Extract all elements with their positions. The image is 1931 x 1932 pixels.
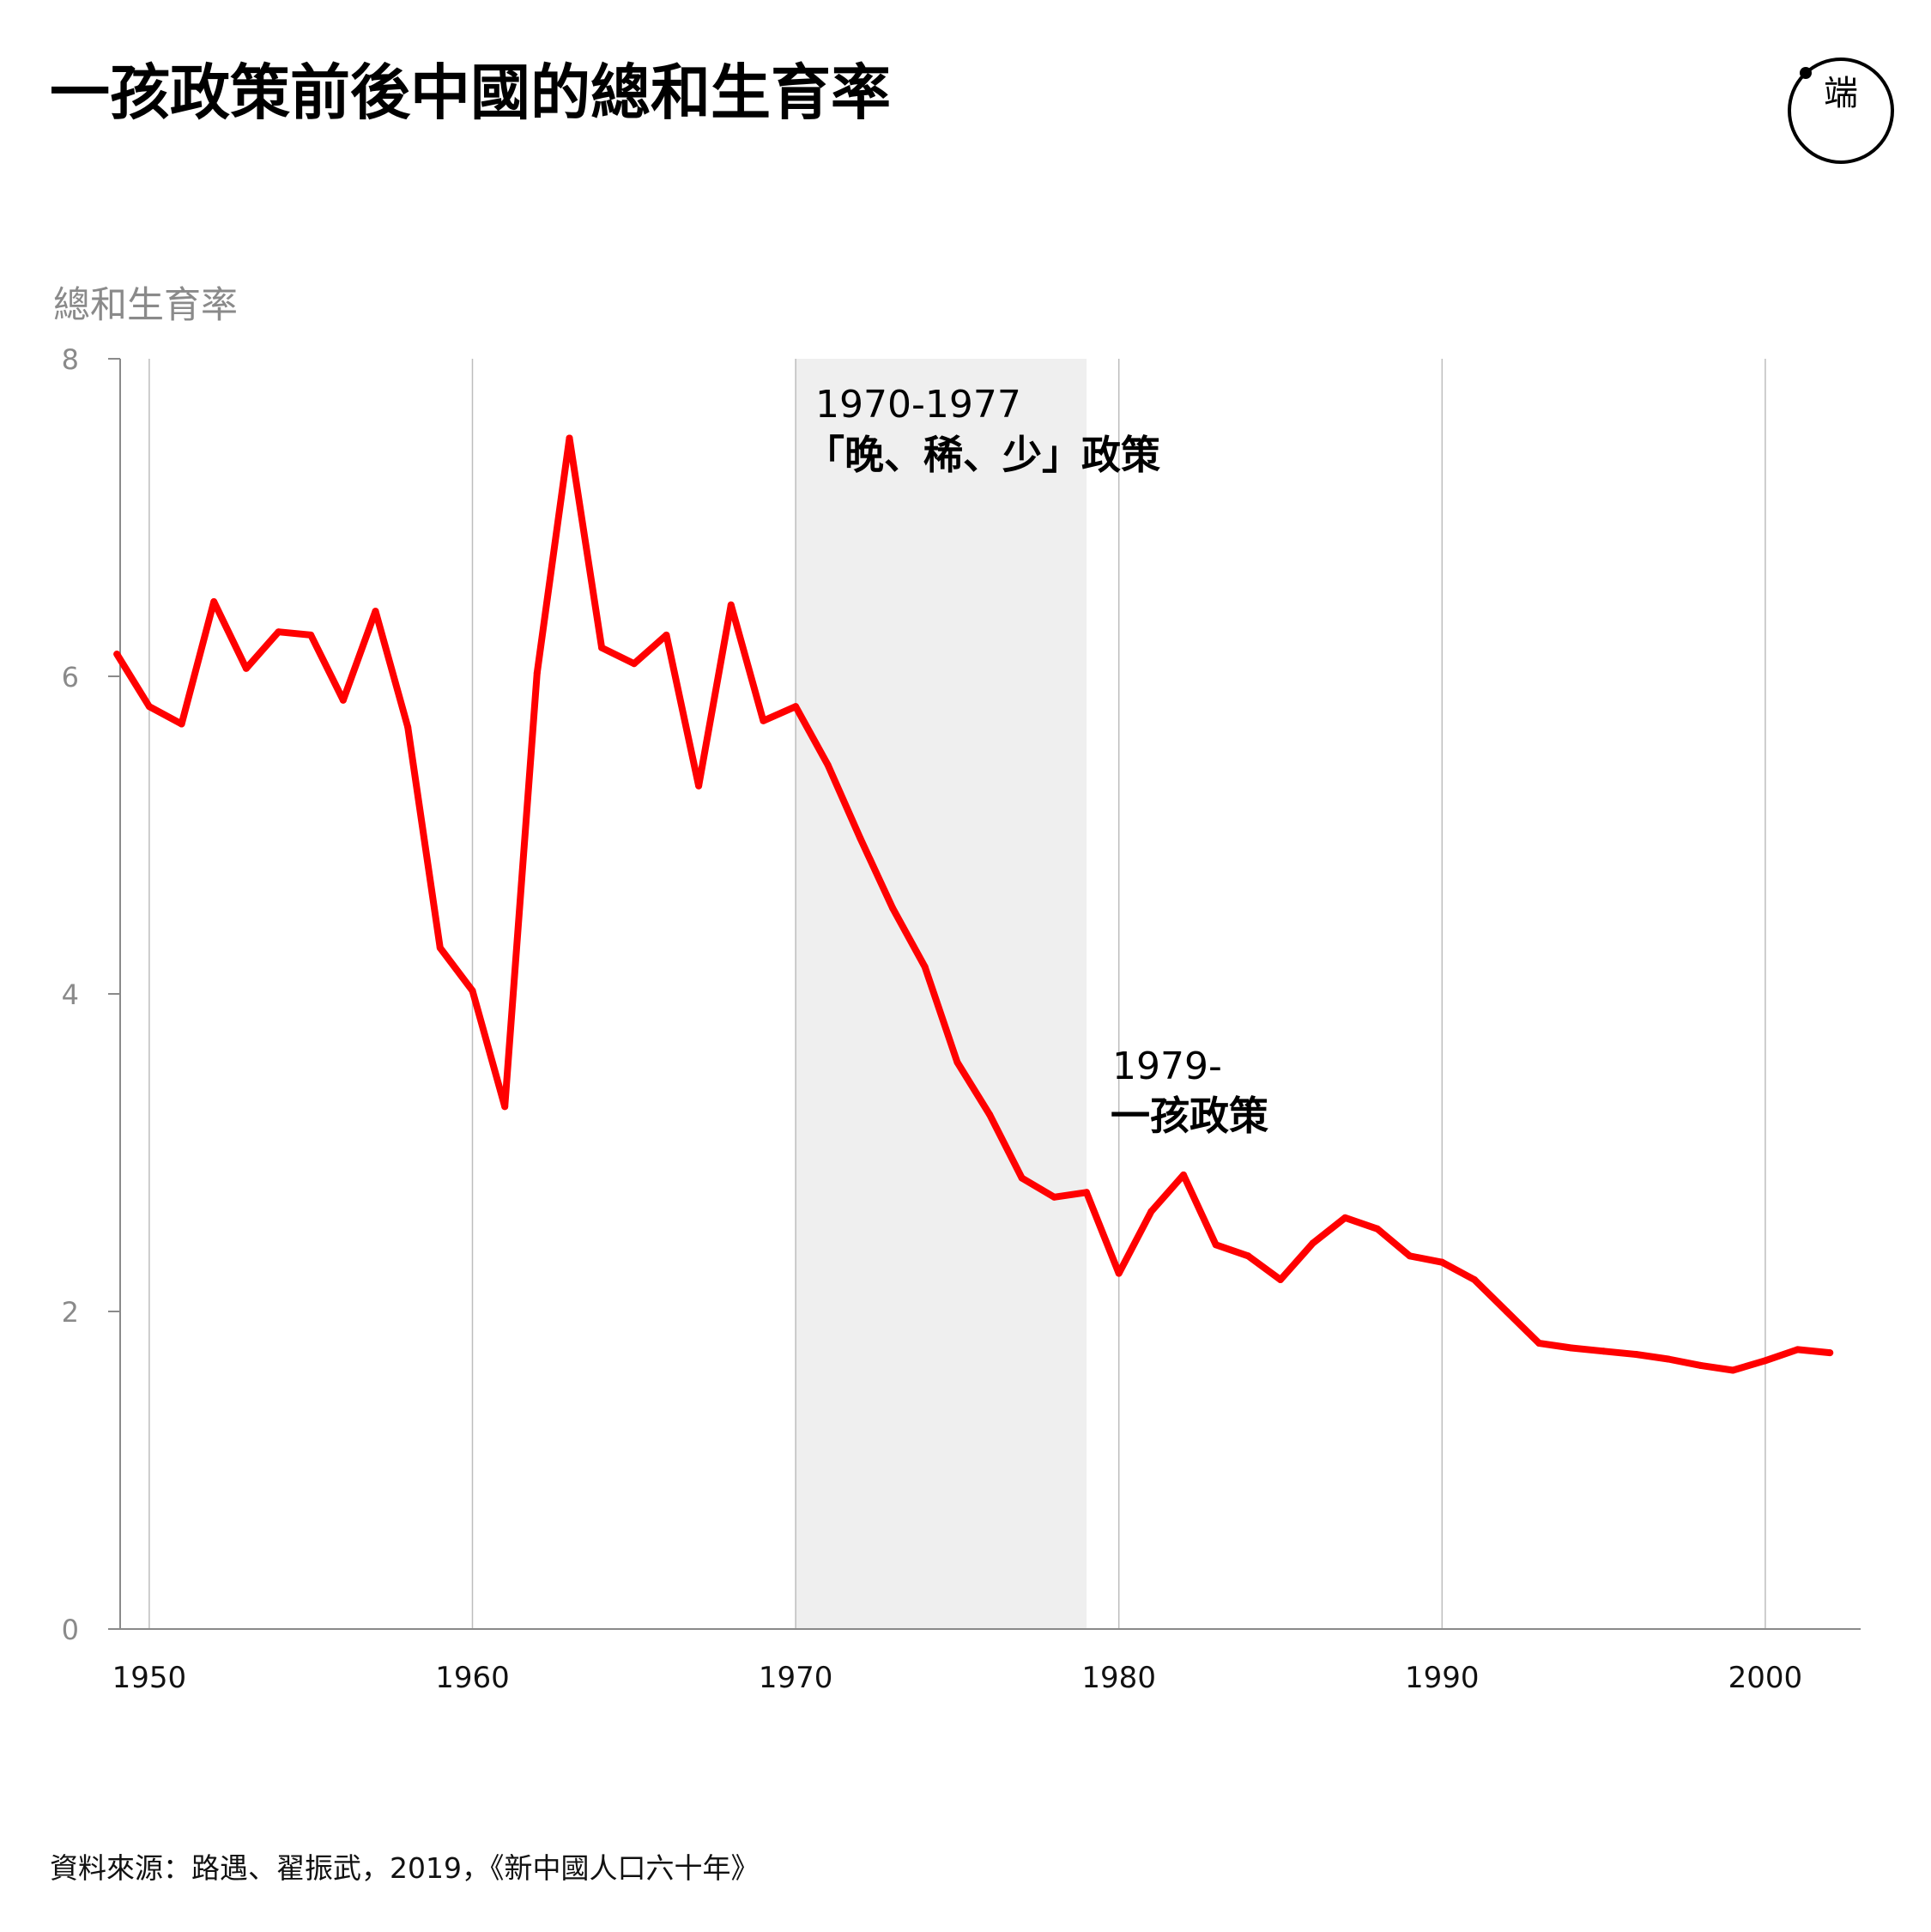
data-point (727, 601, 735, 609)
data-point (1180, 1171, 1188, 1178)
annotation-2-label: 一孩政策 (1111, 1093, 1268, 1139)
data-point (1277, 1276, 1284, 1283)
data-point (1470, 1276, 1478, 1283)
data-point (953, 1058, 961, 1066)
x-tick-label: 1960 (435, 1661, 510, 1695)
y-axis-label: 總和生育率 (53, 284, 238, 327)
data-point (663, 631, 670, 639)
annotation-1-year: 1970-1977 (815, 383, 1021, 427)
data-point (1535, 1340, 1543, 1347)
data-point (1212, 1241, 1220, 1249)
data-point (404, 724, 412, 731)
data-point (501, 1103, 509, 1111)
x-ticks: 1950 1960 1970 1980 1990 2000 (112, 1661, 1803, 1695)
data-point (986, 1111, 994, 1118)
x-tick-label: 2000 (1728, 1661, 1803, 1695)
y-tick-label: 6 (62, 661, 79, 693)
data-point (760, 717, 767, 724)
data-point (307, 631, 315, 639)
data-point (1826, 1349, 1834, 1357)
data-point (1115, 1269, 1123, 1277)
y-tick-label: 4 (62, 978, 79, 1011)
y-ticks: 0 2 4 6 8 (62, 343, 120, 1646)
data-point (469, 987, 476, 995)
data-point (1406, 1252, 1413, 1260)
data-point (1794, 1346, 1801, 1354)
gridlines (148, 359, 1766, 1629)
data-point (1083, 1189, 1091, 1196)
data-point (1341, 1214, 1349, 1221)
logo-text: 端 (1824, 74, 1858, 113)
data-point (824, 761, 832, 769)
y-tick-label: 8 (62, 343, 79, 376)
data-point (210, 598, 218, 606)
data-point (1600, 1348, 1607, 1355)
data-point (242, 664, 250, 672)
annotation-1-label: 「晚、稀、少」政策 (805, 432, 1160, 478)
data-point (695, 782, 703, 790)
data-point (1309, 1239, 1317, 1247)
y-tick-label: 0 (62, 1614, 79, 1646)
data-point (1697, 1361, 1704, 1369)
data-point (533, 669, 541, 677)
data-point (178, 720, 185, 728)
data-point (145, 703, 153, 711)
logo: 端 (1788, 58, 1894, 164)
data-point (1632, 1350, 1640, 1358)
y-tick-label: 2 (62, 1296, 79, 1329)
x-tick-label: 1950 (112, 1661, 187, 1695)
data-points (113, 434, 1834, 1374)
x-tick-label: 1970 (759, 1661, 833, 1695)
data-point (1373, 1225, 1381, 1232)
data-point (1503, 1308, 1510, 1315)
initium-logo-icon (1788, 58, 1894, 164)
data-point (1050, 1193, 1058, 1201)
data-point (1244, 1252, 1252, 1260)
data-point (1147, 1208, 1155, 1215)
logo-dot (1800, 67, 1812, 79)
data-point (630, 660, 638, 668)
data-point (1729, 1366, 1737, 1374)
policy-period-band (796, 359, 1087, 1629)
data-point (113, 651, 121, 658)
data-point (1018, 1174, 1026, 1182)
fertility-rate-line (113, 434, 1834, 1374)
data-point (792, 703, 800, 711)
data-point (1438, 1258, 1446, 1266)
data-point (372, 608, 379, 615)
source-note: 資料來源：路遇、翟振武，2019，《新中國人口六十年》 (50, 1851, 759, 1885)
data-point (436, 944, 444, 952)
data-point (566, 434, 573, 442)
data-point (889, 905, 897, 912)
chart-title: 一孩政策前後中國的總和生育率 (50, 58, 891, 128)
annotation-2-year: 1979- (1112, 1045, 1222, 1088)
data-point (1761, 1357, 1769, 1365)
x-tick-label: 1980 (1081, 1661, 1156, 1695)
data-point (339, 696, 347, 704)
data-point (598, 644, 606, 651)
data-point (1664, 1355, 1672, 1363)
data-point (857, 834, 864, 842)
data-point (275, 628, 282, 636)
data-point (921, 963, 929, 971)
data-point (1567, 1344, 1575, 1352)
x-tick-label: 1990 (1405, 1661, 1480, 1695)
